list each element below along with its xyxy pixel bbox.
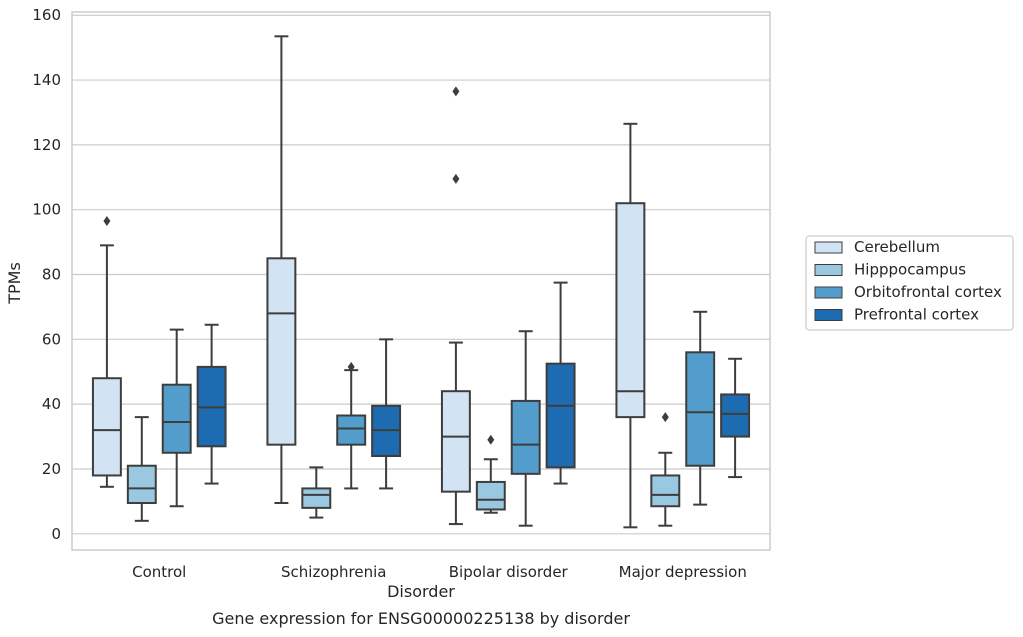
box-0-1 [126,416,157,522]
legend-swatch [814,241,843,254]
box-series [91,35,751,529]
legend-label: Cerebellum [854,238,940,256]
box-iqr [510,399,541,475]
legend-item: Hipppocampus [814,261,966,279]
box-iqr [126,464,157,505]
y-tick-labels: 0 20 40 60 80 100 120 140 160 [32,6,61,543]
box-3-0 [615,122,646,529]
x-tick-labels: Control Schizophrenia Bipolar disorder Majo… [132,563,747,581]
box-3-1 [650,412,681,527]
chart-caption: Gene expression for ENSG00000225138 by d… [212,609,630,628]
x-tick-label: Schizophrenia [281,563,386,581]
outlier-point [347,361,355,372]
y-tick-label: 60 [42,330,61,348]
outlier-point [661,412,669,423]
box-2-2 [510,330,541,527]
box-1-1 [301,466,332,519]
legend-label: Hipppocampus [854,261,966,279]
x-tick-label: Control [132,563,186,581]
x-tick-label: Bipolar disorder [449,563,569,581]
outlier-point [103,216,111,227]
outlier-point [487,434,495,445]
legend-swatch [814,264,843,276]
box-2-1 [475,434,506,514]
box-iqr [266,257,297,446]
box-iqr [650,474,681,508]
box-0-3 [196,323,227,485]
box-iqr [615,202,646,419]
box-3-3 [720,357,751,479]
y-tick-label: 140 [32,71,61,89]
legend-item: Orbitofrontal cortex [814,283,1002,301]
box-iqr [475,480,506,511]
box-iqr [545,362,576,469]
y-tick-label: 40 [42,395,61,413]
x-tick-label: Major depression [619,563,747,581]
y-tick-label: 160 [32,6,61,24]
box-2-3 [545,281,576,485]
legend-label: Orbitofrontal cortex [854,283,1002,301]
y-tick-label: 100 [32,201,61,219]
box-iqr [336,414,367,446]
box-iqr [720,393,751,438]
outlier-point [452,173,460,184]
y-tick-label: 20 [42,460,61,478]
box-iqr [440,390,471,493]
box-iqr [685,351,716,467]
y-tick-label: 0 [51,525,61,543]
y-tick-label: 120 [32,136,61,154]
outlier-point [452,86,460,97]
y-axis-title: TPMs [5,262,24,305]
legend: Cerebellum Hipppocampus Orbitofrontal cort… [805,235,1014,331]
plot-frame [71,11,771,551]
box-0-2 [161,328,192,508]
legend-swatch [814,309,843,321]
legend-swatch [814,286,843,299]
box-iqr [301,487,332,509]
box-1-0 [266,35,297,505]
x-axis-title: Disorder [387,582,455,601]
box-0-0 [91,216,122,488]
legend-item: Prefrontal cortex [814,306,979,324]
legend-frame [805,235,1014,331]
box-iqr [161,383,192,454]
box-2-0 [440,86,471,526]
y-tick-label: 80 [42,266,61,284]
box-1-3 [371,338,402,490]
legend-item: Cerebellum [814,238,940,256]
legend-label: Prefrontal cortex [854,306,979,324]
box-3-2 [685,310,716,506]
box-1-2 [336,361,367,490]
box-iqr [91,377,122,477]
